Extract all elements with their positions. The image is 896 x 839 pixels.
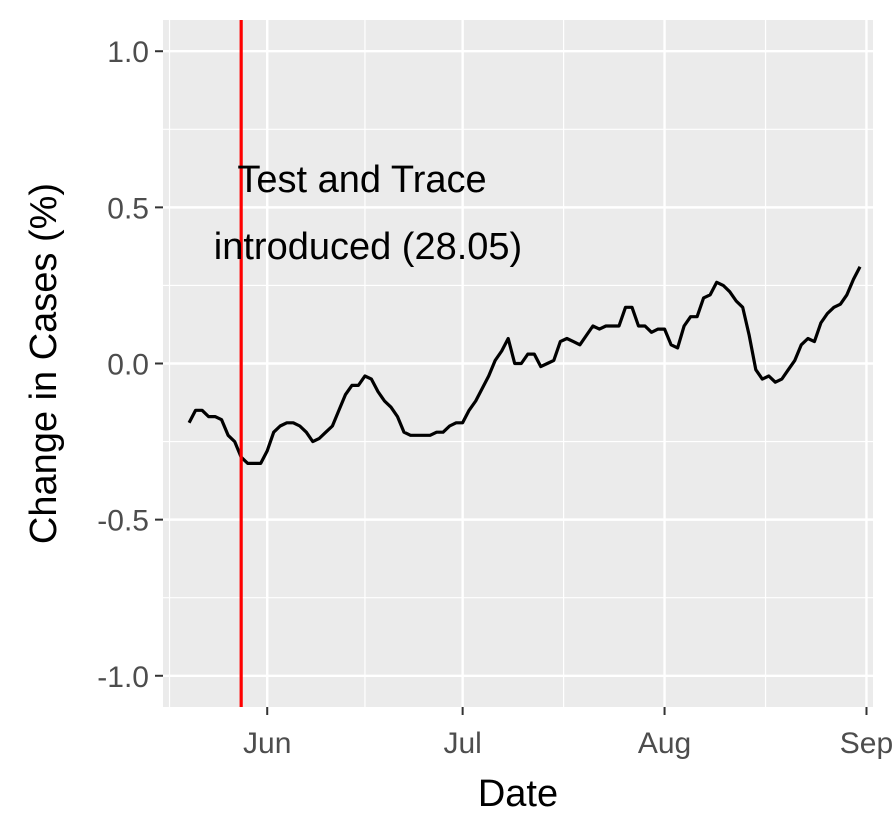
x-tick-label: Aug	[638, 727, 691, 760]
x-axis-title: Date	[478, 773, 558, 815]
x-tick-label: Jul	[443, 727, 481, 760]
series-line	[187, 265, 862, 465]
y-axis-title: Change in Cases (%)	[23, 183, 65, 544]
y-tick-label: 0.0	[107, 349, 149, 382]
annotation-line-1: Test and Trace	[237, 159, 486, 201]
x-tick-label: Sep	[840, 727, 893, 760]
y-tick-label: 0.5	[107, 192, 149, 225]
y-axis: 1.0 0.5 0.0 -0.5 -1.0	[97, 36, 163, 694]
y-tick-label: -0.5	[97, 505, 149, 538]
annotation-line-2: introduced (28.05)	[214, 226, 522, 268]
x-axis: Jun Jul Aug Sep	[243, 707, 893, 760]
y-tick-label: -1.0	[97, 661, 149, 694]
y-tick-label: 1.0	[107, 36, 149, 69]
x-tick-label: Jun	[243, 727, 291, 760]
